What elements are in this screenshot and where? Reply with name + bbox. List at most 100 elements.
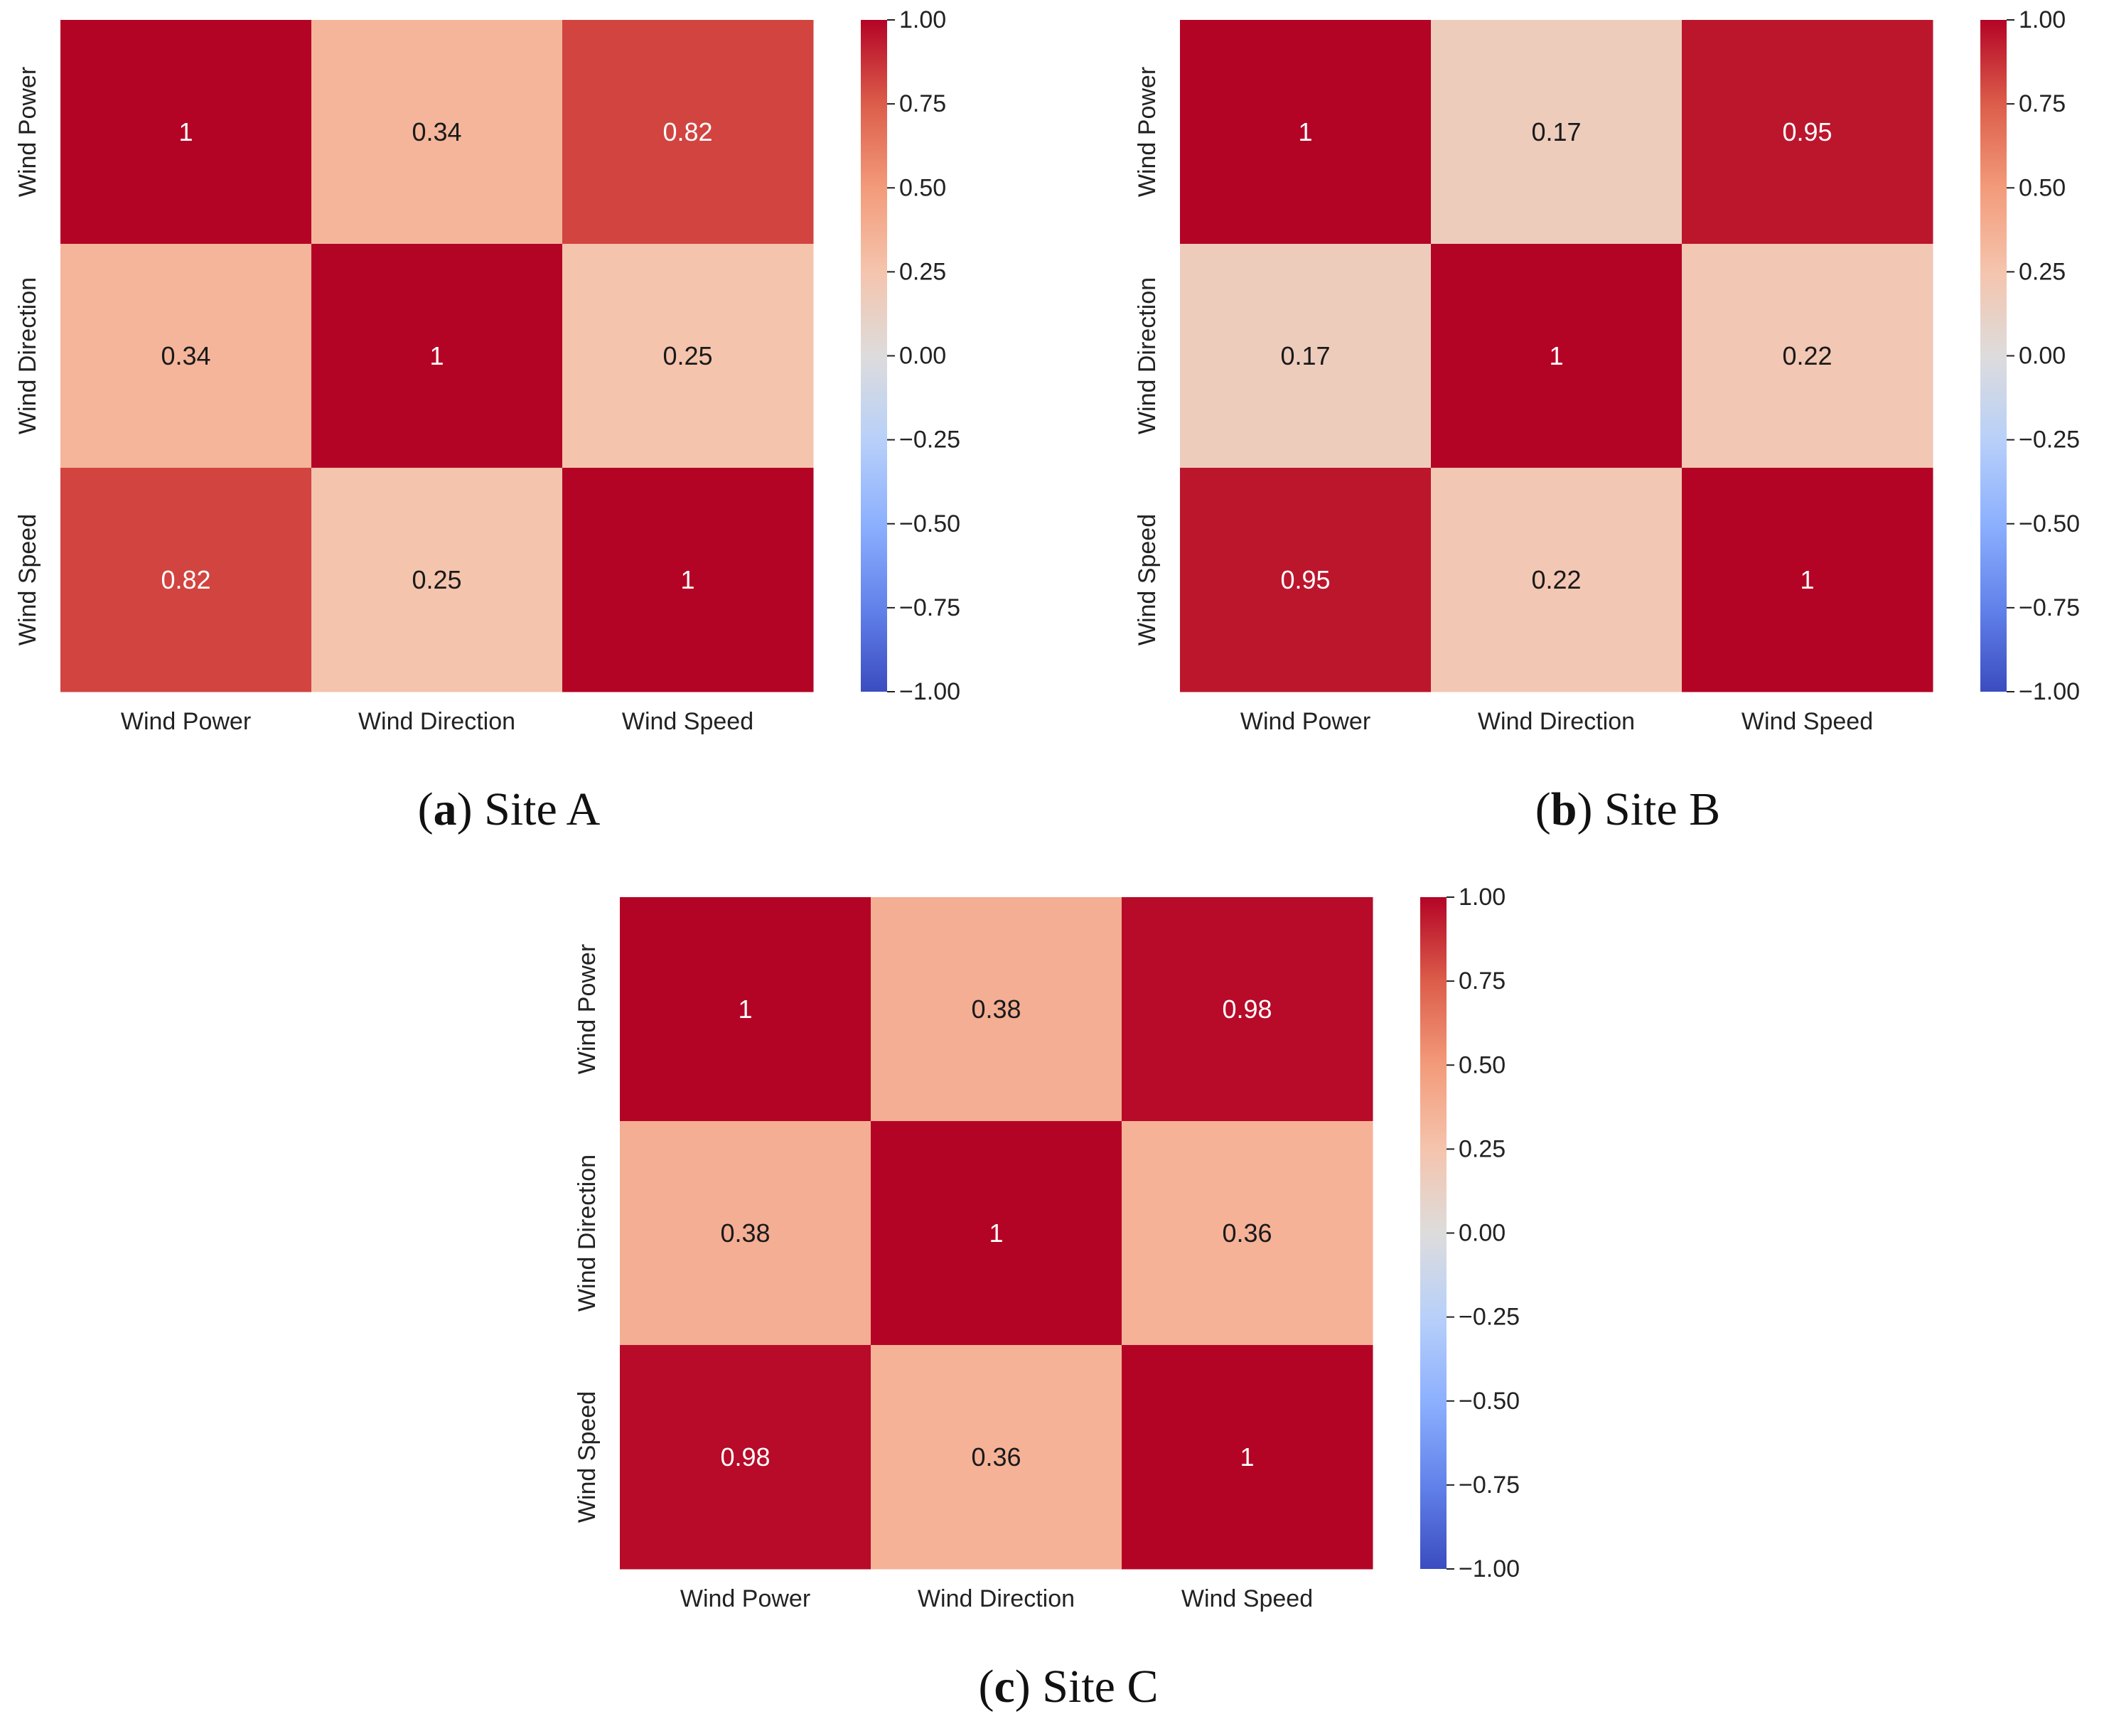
heatmap-cell bbox=[871, 897, 1122, 1122]
x-tick-label: Wind Speed bbox=[1181, 1585, 1313, 1612]
colorbar-tick-label: 0.75 bbox=[899, 90, 946, 117]
y-tick-label: Wind Power bbox=[14, 67, 41, 197]
cell-value-label: 0.34 bbox=[161, 341, 210, 370]
heatmap-cell bbox=[871, 1345, 1122, 1570]
colorbar-tick-label: 0.25 bbox=[2019, 258, 2066, 285]
colorbar bbox=[1980, 20, 2007, 692]
colorbar-tick-label: −0.25 bbox=[1459, 1304, 1520, 1331]
cell-value-label: 0.98 bbox=[720, 1442, 770, 1472]
heatmap-cell bbox=[1180, 468, 1432, 692]
colorbar-tick-label: 0.00 bbox=[899, 343, 946, 370]
y-tick-label: Wind Direction bbox=[1134, 277, 1161, 434]
x-tick-label: Wind Direction bbox=[918, 1585, 1075, 1612]
heatmap-cell bbox=[1431, 468, 1683, 692]
x-tick-label: Wind Direction bbox=[1478, 708, 1635, 735]
colorbar-tick-label: 1.00 bbox=[1459, 884, 1506, 911]
colorbar-tick-label: 1.00 bbox=[2019, 6, 2066, 33]
heatmap-cell bbox=[1431, 20, 1683, 245]
cell-value-label: 0.98 bbox=[1222, 995, 1272, 1024]
cell-value-label: 1 bbox=[1800, 565, 1814, 594]
colorbar bbox=[1420, 897, 1447, 1569]
colorbar-tick-label: −0.75 bbox=[1459, 1472, 1520, 1499]
cell-value-label: 1 bbox=[680, 565, 694, 594]
y-tick-label: Wind Speed bbox=[1134, 514, 1161, 645]
heatmap-cell bbox=[620, 1121, 871, 1346]
colorbar-tick-label: 0.00 bbox=[2019, 343, 2066, 370]
heatmap-cell bbox=[1431, 244, 1683, 468]
cell-value-label: 0.34 bbox=[412, 117, 461, 146]
colorbar-tick-label: 1.00 bbox=[899, 6, 946, 33]
x-tick-label: Wind Speed bbox=[1742, 708, 1873, 735]
colorbar-tick-label: −1.00 bbox=[899, 678, 960, 705]
colorbar-tick-label: 0.50 bbox=[2019, 174, 2066, 201]
cell-value-label: 1 bbox=[989, 1218, 1003, 1248]
colorbar-tick-label: −1.00 bbox=[2019, 678, 2080, 705]
cell-value-label: 1 bbox=[178, 117, 193, 146]
x-tick-label: Wind Speed bbox=[622, 708, 753, 735]
heatmap-cell bbox=[1122, 1345, 1373, 1570]
y-tick-label: Wind Power bbox=[1134, 67, 1161, 197]
colorbar-tick-label: −0.75 bbox=[899, 594, 960, 621]
x-tick-label: Wind Power bbox=[680, 1585, 810, 1612]
panel-caption: (c) Site C bbox=[979, 1661, 1159, 1713]
colorbar-tick-label: −1.00 bbox=[1459, 1555, 1520, 1582]
cell-value-label: 0.38 bbox=[971, 995, 1021, 1024]
cell-value-label: 1 bbox=[1298, 117, 1312, 146]
heatmap-cell bbox=[620, 897, 871, 1122]
colorbar bbox=[861, 20, 887, 692]
cell-value-label: 0.25 bbox=[662, 341, 712, 370]
cell-value-label: 0.95 bbox=[1280, 565, 1330, 594]
cell-value-label: 0.82 bbox=[662, 117, 712, 146]
y-tick-label: Wind Speed bbox=[14, 514, 41, 645]
heatmap-cell bbox=[60, 244, 312, 468]
colorbar-tick-label: −0.25 bbox=[899, 427, 960, 454]
panel-caption-text: Site C bbox=[1031, 1661, 1159, 1713]
colorbar-tick-label: 0.50 bbox=[899, 174, 946, 201]
cell-value-label: 0.25 bbox=[412, 565, 461, 594]
heatmap-panel-b: 1 0.17 0.95 0.17 1 0.22 0.95 0.22 1 Wind Power Win… bbox=[1134, 6, 2080, 835]
heatmap-cell bbox=[562, 244, 814, 468]
cell-value-label: 0.22 bbox=[1531, 565, 1581, 594]
colorbar-tick-label: 0.75 bbox=[2019, 90, 2066, 117]
heatmap-cell bbox=[1122, 1121, 1373, 1346]
colorbar-tick-label: −0.75 bbox=[2019, 594, 2080, 621]
heatmap-cell bbox=[60, 468, 312, 692]
y-tick-label: Wind Speed bbox=[574, 1391, 601, 1523]
y-tick-label: Wind Direction bbox=[574, 1154, 601, 1312]
heatmap-cell bbox=[1682, 244, 1933, 468]
heatmap-cell bbox=[1180, 244, 1432, 468]
heatmap-cell bbox=[620, 1345, 871, 1570]
heatmap-cell bbox=[311, 244, 563, 468]
colorbar-tick-label: 0.25 bbox=[1459, 1135, 1506, 1162]
cell-value-label: 0.95 bbox=[1782, 117, 1832, 146]
panel-caption-letter: a bbox=[434, 783, 457, 835]
cell-value-label: 0.38 bbox=[720, 1218, 770, 1248]
x-tick-label: Wind Power bbox=[1240, 708, 1370, 735]
panel-caption: (b) Site B bbox=[1535, 783, 1720, 835]
panel-caption-text: Site A bbox=[473, 783, 601, 835]
heatmap-cell bbox=[1682, 468, 1933, 692]
colorbar-tick-label: −0.50 bbox=[2019, 510, 2080, 537]
heatmap-cell bbox=[311, 20, 563, 245]
heatmap-cell bbox=[311, 468, 563, 692]
heatmap-cell bbox=[871, 1121, 1122, 1346]
heatmap-cell bbox=[1180, 20, 1432, 245]
cell-value-label: 1 bbox=[429, 341, 444, 370]
heatmap-cell bbox=[562, 468, 814, 692]
heatmap-cell bbox=[60, 20, 312, 245]
x-tick-label: Wind Direction bbox=[358, 708, 515, 735]
cell-value-label: 0.82 bbox=[161, 565, 210, 594]
colorbar-tick-label: 0.00 bbox=[1459, 1220, 1506, 1247]
colorbar-tick-label: −0.50 bbox=[1459, 1388, 1520, 1415]
cell-value-label: 0.36 bbox=[1222, 1218, 1272, 1248]
cell-value-label: 1 bbox=[1240, 1442, 1254, 1472]
heatmap-panel-c: 1 0.38 0.98 0.38 1 0.36 0.98 0.36 1 Wind Power Win… bbox=[574, 884, 1520, 1713]
cell-value-label: 1 bbox=[738, 995, 752, 1024]
cell-value-label: 0.36 bbox=[971, 1442, 1021, 1472]
panel-caption-letter: b bbox=[1551, 783, 1577, 835]
cell-value-label: 1 bbox=[1549, 341, 1563, 370]
colorbar-tick-label: −0.50 bbox=[899, 510, 960, 537]
heatmap-cell bbox=[1122, 897, 1373, 1122]
colorbar-tick-label: 0.75 bbox=[1459, 968, 1506, 995]
